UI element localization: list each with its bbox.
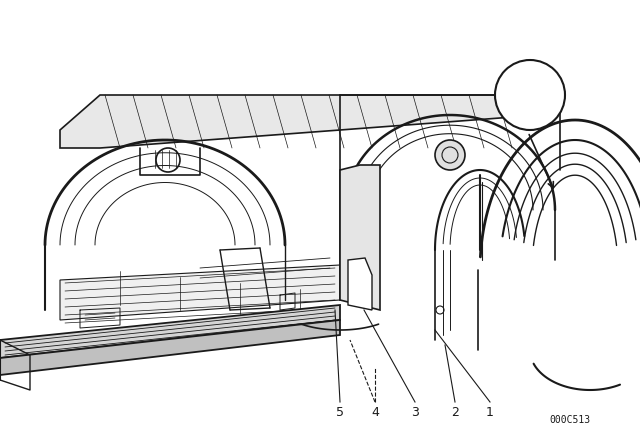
Polygon shape [60, 265, 340, 320]
Text: 2: 2 [451, 405, 459, 418]
Circle shape [435, 140, 465, 170]
Text: 1: 1 [486, 405, 494, 418]
Text: 000C513: 000C513 [549, 415, 590, 425]
Text: 3: 3 [411, 405, 419, 418]
Polygon shape [0, 305, 340, 358]
Circle shape [495, 60, 565, 130]
Polygon shape [0, 320, 340, 375]
Text: 4: 4 [371, 405, 379, 418]
Polygon shape [348, 258, 372, 310]
Polygon shape [340, 165, 380, 310]
Text: 5: 5 [336, 405, 344, 418]
Polygon shape [60, 95, 540, 148]
